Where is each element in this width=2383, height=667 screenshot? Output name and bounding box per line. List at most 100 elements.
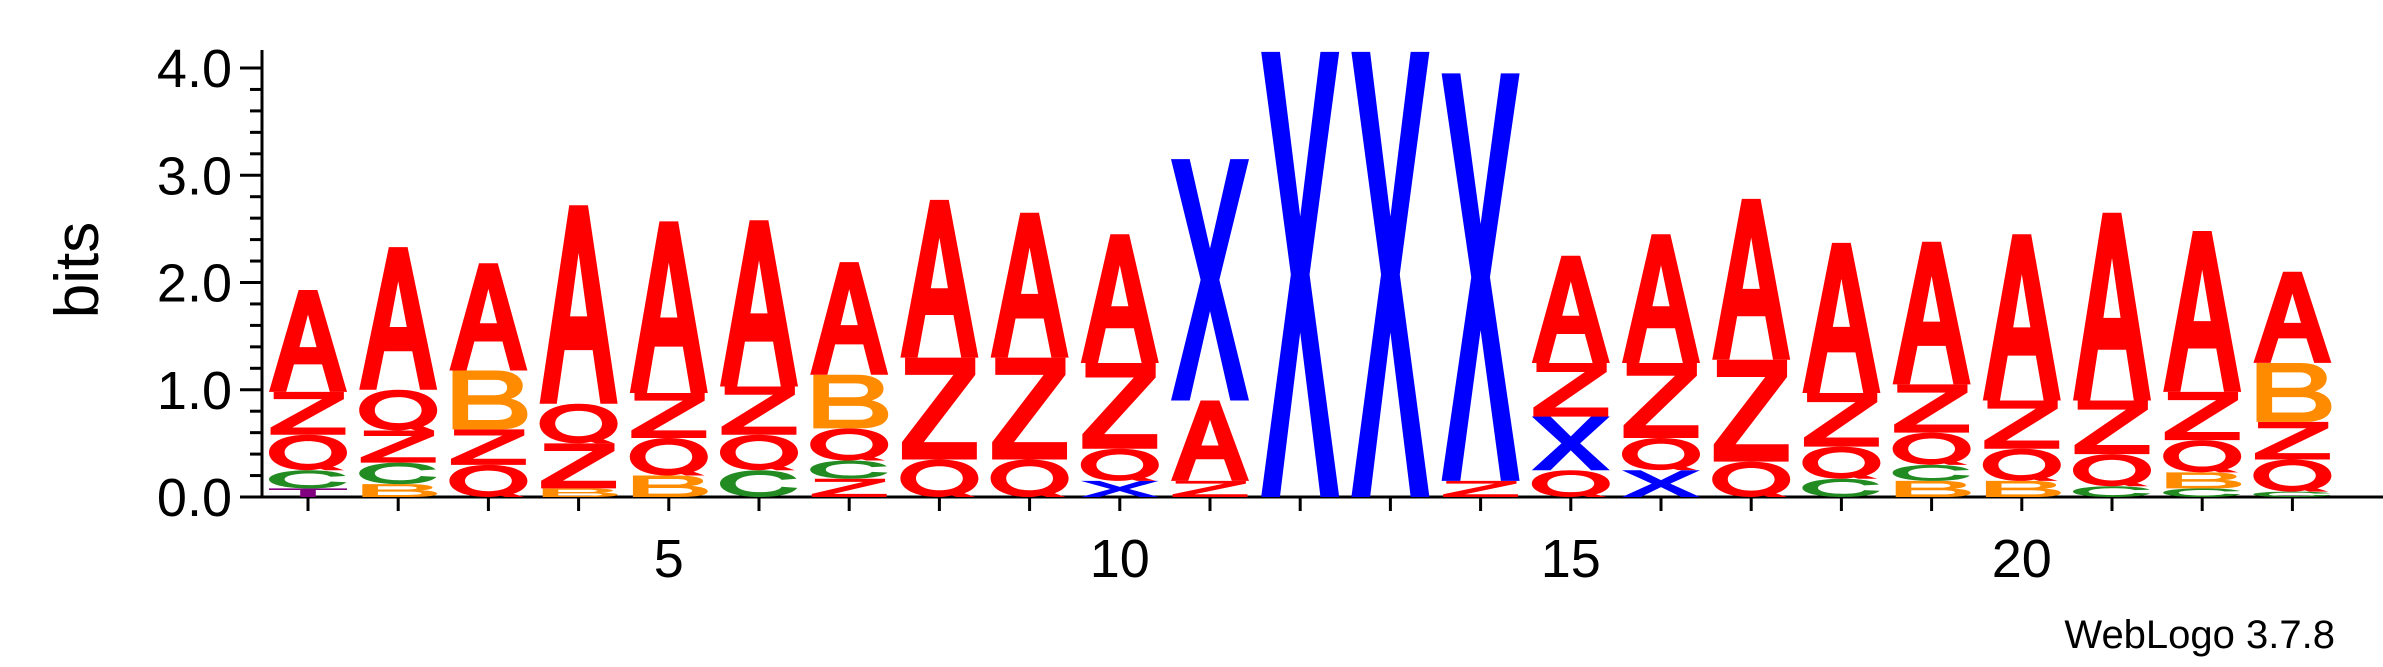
glyph-C-pos-2 xyxy=(359,462,437,485)
glyph-C-pos-23 xyxy=(2253,491,2331,497)
position-stack-9 xyxy=(990,212,1069,497)
glyph-B-pos-3 xyxy=(452,370,528,430)
glyph-B-pos-23 xyxy=(2256,362,2332,422)
glyph-C-pos-6 xyxy=(720,470,798,497)
glyph-B-pos-19 xyxy=(1895,480,1971,497)
glyph-Z-pos-5 xyxy=(631,392,707,439)
glyph-Z-pos-15 xyxy=(1533,362,1609,417)
glyph-X-pos-13 xyxy=(1351,51,1430,497)
position-stack-11 xyxy=(1171,159,1249,497)
glyph-Z-pos-21 xyxy=(2074,400,2150,455)
glyph-B-pos-22 xyxy=(2166,472,2242,489)
glyph-Q-pos-4 xyxy=(539,403,618,444)
glyph-A-pos-10 xyxy=(1080,234,1159,363)
glyph-A-pos-22 xyxy=(2163,231,2242,392)
glyph-A-pos-19 xyxy=(1892,241,1971,385)
position-stack-18 xyxy=(1802,242,1881,497)
glyph-Z-pos-23 xyxy=(2254,421,2330,460)
position-stack-14 xyxy=(1441,73,1520,497)
x-tick-label: 20 xyxy=(1992,529,2052,589)
glyph-Q-pos-9 xyxy=(990,459,1069,497)
position-stack-13 xyxy=(1351,51,1430,497)
glyph-A-pos-1 xyxy=(269,290,347,392)
glyph-X-pos-12 xyxy=(1261,51,1340,497)
glyph-Q-pos-3 xyxy=(449,464,528,497)
position-stack-23 xyxy=(2253,271,2332,497)
glyph-C-pos-21 xyxy=(2073,486,2151,497)
position-stack-15 xyxy=(1531,255,1610,497)
weblogo-credit: WebLogo 3.7.8 xyxy=(2064,613,2335,657)
glyph-Q-pos-15 xyxy=(1531,470,1610,497)
position-stack-17 xyxy=(1712,198,1791,497)
letter-stacks xyxy=(269,51,2332,497)
y-tick-label: 4.0 xyxy=(157,39,232,99)
glyph-A-pos-20 xyxy=(1982,234,2061,401)
glyph-A-pos-9 xyxy=(990,212,1069,358)
glyph-X-pos-16 xyxy=(1622,470,1700,497)
position-stack-20 xyxy=(1982,234,2061,497)
glyph-A-pos-6 xyxy=(720,220,798,387)
glyph-Q-pos-22 xyxy=(2163,440,2242,473)
glyph-C-pos-19 xyxy=(1892,464,1970,481)
glyph-Z-pos-1 xyxy=(270,391,346,435)
glyph-B-pos-5 xyxy=(632,475,708,497)
glyph-Z-pos-19 xyxy=(1894,384,1970,433)
position-stack-22 xyxy=(2163,231,2242,497)
glyph-A-pos-21 xyxy=(2073,212,2151,401)
glyph-X-pos-15 xyxy=(1531,416,1610,471)
glyph-X-pos-10 xyxy=(1080,480,1159,497)
glyph-Q-pos-18 xyxy=(1802,446,1881,479)
y-ticks: 0.0 1.0 2.0 3.0 4.0 xyxy=(157,39,262,528)
x-tick-label: 15 xyxy=(1541,529,1601,589)
glyph-B-pos-4 xyxy=(542,488,618,497)
glyph-Z-pos-14 xyxy=(1443,480,1519,497)
glyph-Q-pos-10 xyxy=(1080,448,1159,481)
glyph-A-pos-7 xyxy=(810,262,889,375)
glyph-Z-pos-4 xyxy=(541,443,617,489)
glyph-X-pos-14 xyxy=(1441,73,1520,481)
glyph-Z-pos-11 xyxy=(1172,480,1248,497)
glyph-A-pos-5 xyxy=(629,221,708,393)
glyph-Z-pos-22 xyxy=(2164,391,2240,441)
position-stack-4 xyxy=(539,205,618,497)
position-stack-12 xyxy=(1261,51,1340,497)
glyph-Q-pos-2 xyxy=(359,389,438,431)
glyph-Q-pos-17 xyxy=(1712,461,1791,497)
glyph-A-pos-4 xyxy=(539,205,618,404)
y-tick-label: 2.0 xyxy=(157,254,232,314)
glyph-Z-pos-6 xyxy=(721,386,797,435)
glyph-Q-pos-19 xyxy=(1892,432,1971,465)
position-stack-16 xyxy=(1622,234,1700,497)
glyph-A-pos-17 xyxy=(1712,198,1791,360)
glyph-A-pos-15 xyxy=(1531,255,1610,363)
glyph-Q-pos-6 xyxy=(720,434,798,471)
glyph-Z-pos-7 xyxy=(811,478,887,497)
glyph-Q-pos-21 xyxy=(2073,454,2151,487)
y-tick-label: 1.0 xyxy=(157,361,232,421)
x-ticks: 5 10 15 20 xyxy=(306,497,2294,589)
glyph-Z-pos-16 xyxy=(1623,362,1699,439)
glyph-Q-pos-16 xyxy=(1622,438,1700,471)
glyph-A-pos-16 xyxy=(1622,234,1700,363)
y-axis-label: bits xyxy=(43,222,112,318)
glyph-Z-pos-17 xyxy=(1713,359,1789,462)
glyph-Z-pos-10 xyxy=(1082,362,1158,449)
glyph-A-pos-18 xyxy=(1802,242,1881,393)
position-stack-8 xyxy=(900,199,979,497)
glyph-C-pos-18 xyxy=(1802,478,1880,497)
glyph-Z-pos-3 xyxy=(450,429,526,465)
x-tick-label: 5 xyxy=(654,529,684,589)
position-stack-1 xyxy=(269,290,347,497)
position-stack-2 xyxy=(359,247,438,497)
glyph-Z-pos-9 xyxy=(992,357,1068,460)
glyph-Z-pos-2 xyxy=(360,430,436,463)
glyph-X-pos-11 xyxy=(1171,159,1249,401)
glyph-C-pos-7 xyxy=(810,460,888,479)
y-tick-label: 0.0 xyxy=(157,468,232,528)
glyph-B-pos-7 xyxy=(813,374,889,429)
glyph-T-pos-1 xyxy=(269,488,347,497)
position-stack-7 xyxy=(810,262,889,497)
glyph-Z-pos-18 xyxy=(1803,392,1879,447)
